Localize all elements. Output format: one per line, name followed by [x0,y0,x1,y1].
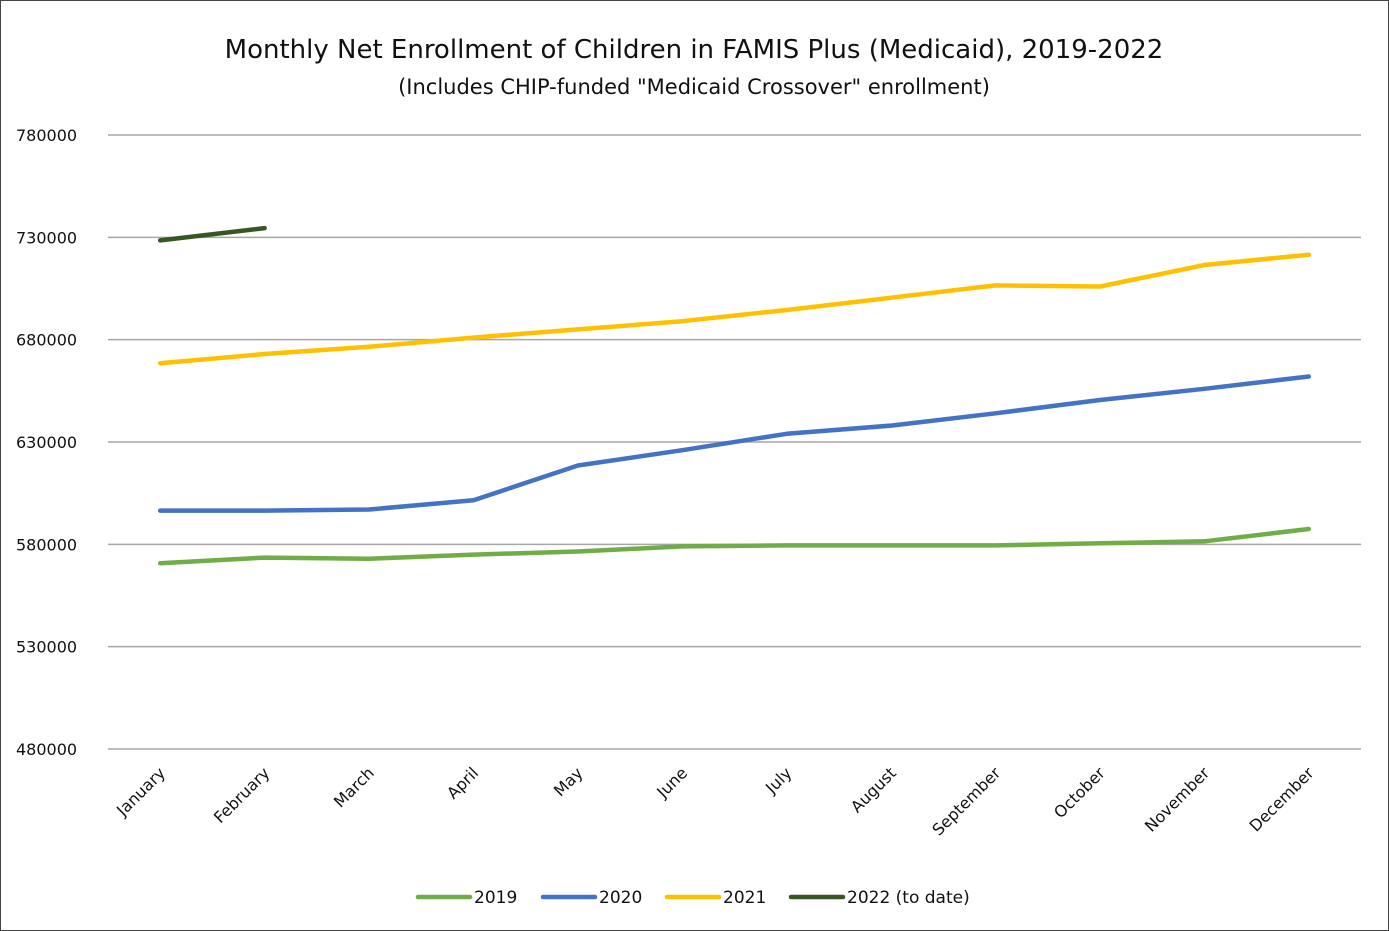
x-tick-label: December [1246,763,1318,835]
y-tick-label: 530000 [16,638,77,657]
x-tick-label: February [210,763,274,827]
y-tick-label: 730000 [16,228,77,247]
y-tick-label: 630000 [16,433,77,452]
x-tick-label: June [652,763,691,802]
legend-label-2: 2021 [723,888,766,908]
x-tick-label: January [112,763,169,820]
x-tick-label: August [847,763,900,816]
series-line-0 [157,526,1312,566]
x-axis-ticks: January February March April May June July Augu… [112,763,1318,839]
x-tick-label: April [443,763,482,802]
x-tick-label: September [928,763,1004,839]
legend-label-1: 2020 [599,888,642,908]
legend-label-3: 2022 (to date) [847,888,970,908]
y-tick-label: 680000 [16,331,77,350]
legend: 2019 2020 2021 2022 (to date) [415,888,970,908]
legend-label-0: 2019 [474,888,517,908]
series-lines [157,225,1312,566]
y-tick-label: 780000 [16,126,77,145]
x-tick-label: March [330,763,378,811]
y-axis-ticks: 480000 530000 580000 630000 680000 730000 7800… [16,126,77,759]
series-line-1 [157,374,1312,513]
x-tick-label: November [1141,763,1214,836]
gridlines [108,134,1361,750]
chart-title: Monthly Net Enrollment of Children in FA… [225,35,1164,65]
x-tick-label: July [761,763,795,797]
x-tick-label: October [1050,763,1109,822]
chart-subtitle: (Includes CHIP-funded "Medicaid Crossove… [398,75,990,99]
series-line-3 [157,225,267,243]
series-line-2 [157,252,1312,366]
y-tick-label: 480000 [16,740,77,759]
x-tick-label: May [550,763,587,800]
y-tick-label: 580000 [16,535,77,554]
